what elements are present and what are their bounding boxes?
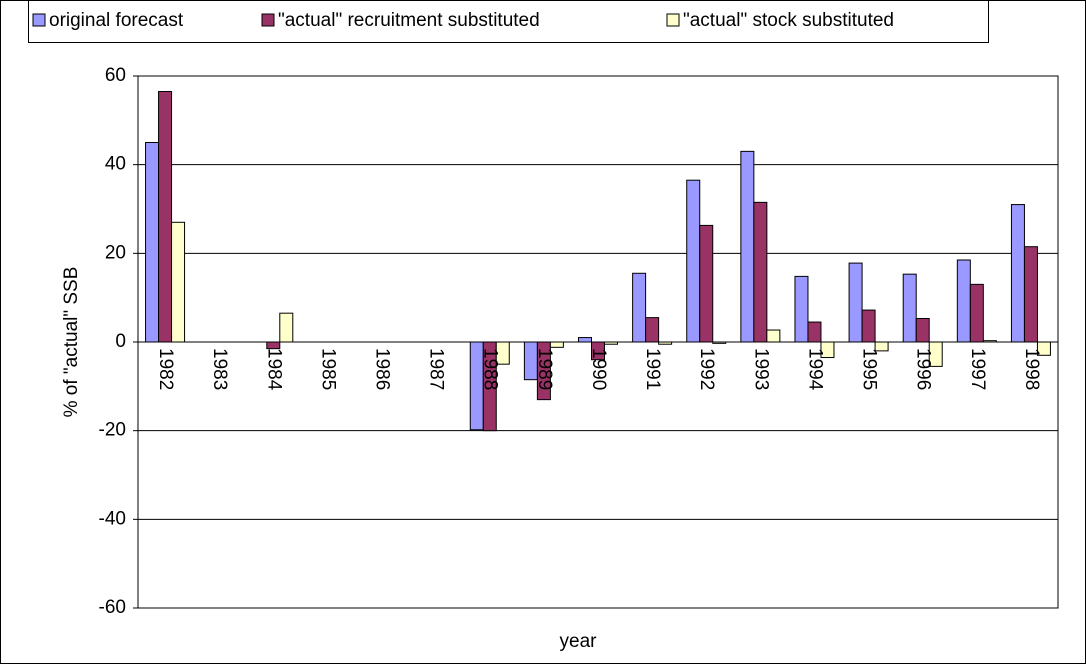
y-tick-label: -60 [99,597,126,618]
bar [915,318,930,343]
bar [549,341,564,348]
x-tick-label: 1998 [1021,348,1042,390]
bar [578,337,592,343]
x-tick-label: 1992 [696,348,717,390]
y-tick-label: -20 [99,420,126,441]
legend-swatch [666,13,680,27]
x-tick-label: 1986 [372,348,393,390]
bar [279,312,294,343]
bar [807,321,822,343]
y-axis-label: % of "actual" SSB [61,267,82,418]
x-tick-label: 1984 [263,348,284,391]
bar [1010,204,1025,343]
legend-label: "actual" recruitment substituted [278,10,540,31]
bar [1023,246,1038,343]
bar [740,150,755,343]
bar [645,317,660,343]
x-tick-label: 1988 [480,348,501,390]
y-tick-label: 20 [105,242,126,263]
bar [753,201,768,343]
y-tick-label: -40 [99,508,126,529]
y-tick-label: 0 [115,331,126,352]
bar [686,179,701,343]
x-tick-label: 1993 [750,348,771,390]
x-axis-label: year [560,631,598,652]
bar [145,142,160,343]
x-tick-label: 1985 [317,348,338,390]
legend-swatch [32,13,46,27]
x-tick-label: 1996 [913,348,934,390]
x-tick-label: 1982 [155,348,176,390]
bar [699,224,714,343]
legend-label: "actual" stock substituted [683,10,894,31]
legend-swatch [261,13,275,27]
bar [158,91,173,343]
bar [861,309,876,343]
bar [969,283,984,343]
bar [766,329,781,343]
y-tick-label: 60 [105,65,126,86]
x-tick-label: 1989 [534,348,555,390]
x-tick-label: 1983 [209,348,230,390]
bar [848,262,863,343]
x-tick-label: 1994 [804,348,825,391]
bar [632,272,647,343]
bar [956,259,971,343]
bar [171,221,186,343]
x-tick-label: 1997 [967,348,988,390]
x-tick-label: 1991 [642,348,663,390]
legend-box [28,0,989,43]
bar [902,273,917,343]
legend-label: original forecast [49,10,184,31]
x-tick-label: 1995 [859,348,880,390]
x-tick-label: 1990 [588,348,609,390]
y-tick-label: 40 [105,154,126,175]
bar [794,275,809,343]
x-tick-label: 1987 [426,348,447,390]
